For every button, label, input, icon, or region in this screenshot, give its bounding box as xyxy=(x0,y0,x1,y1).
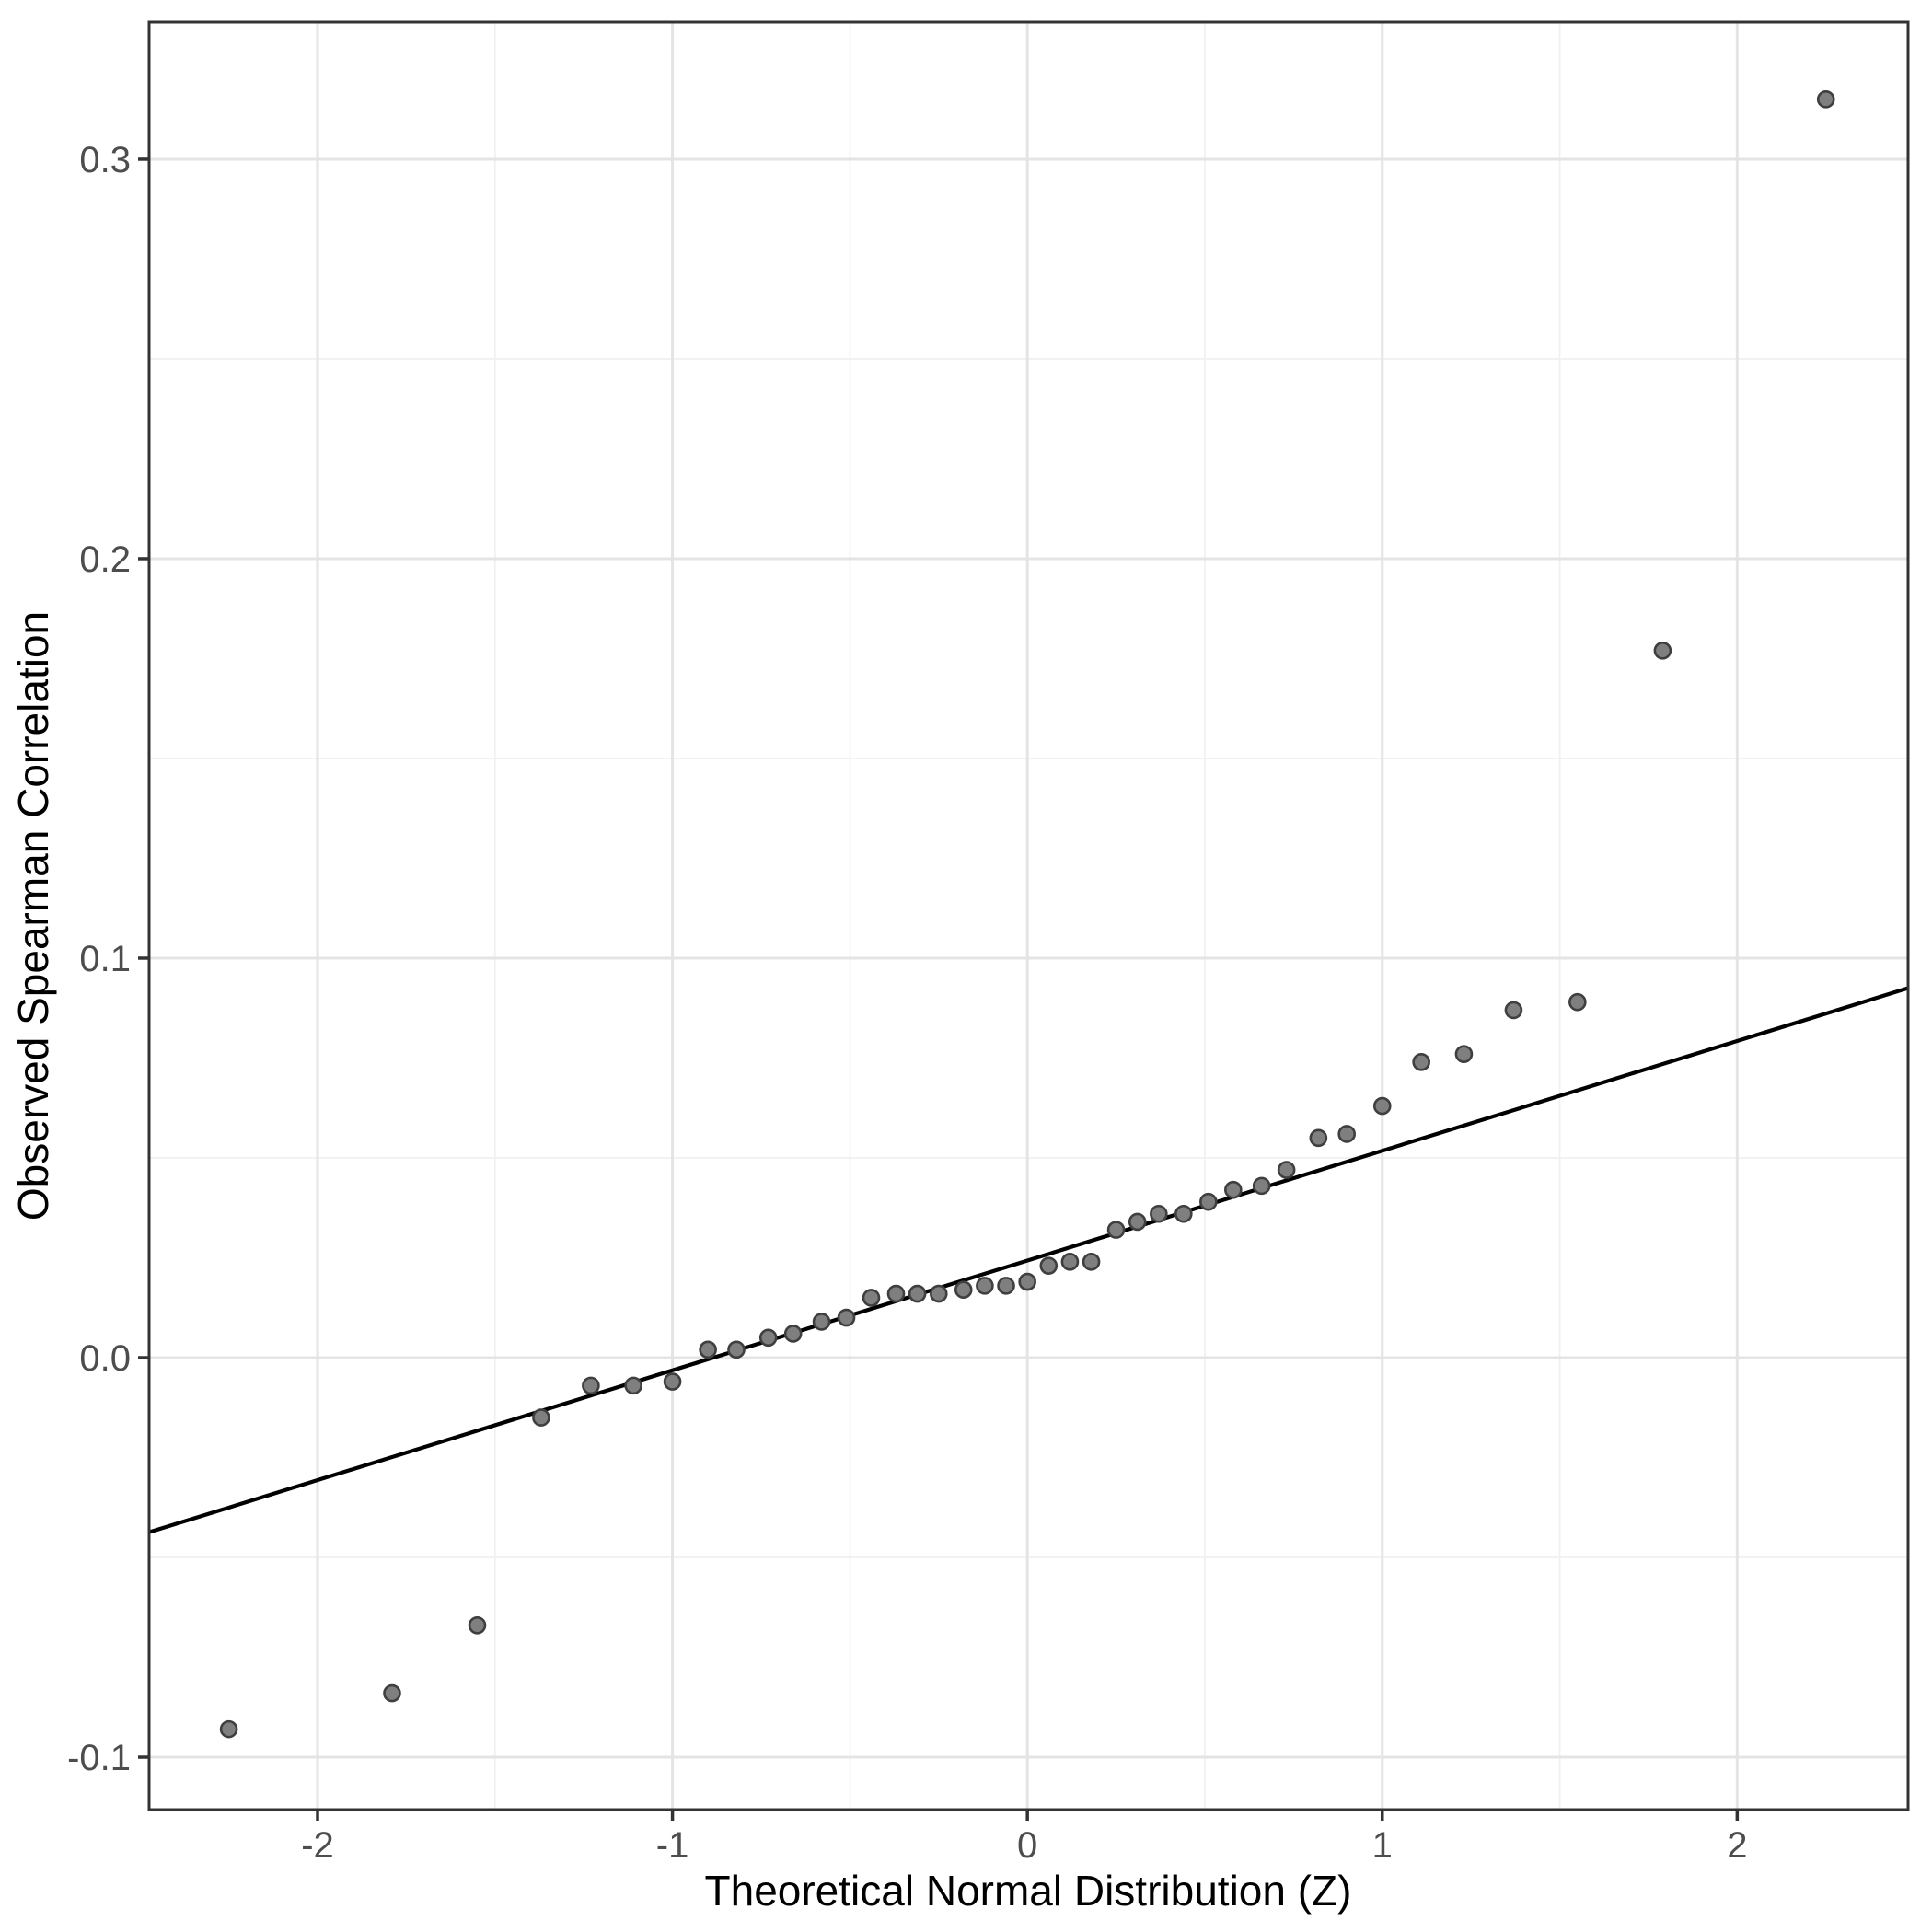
data-point xyxy=(663,1372,682,1391)
data-point xyxy=(582,1376,600,1395)
data-point xyxy=(1060,1253,1080,1271)
axis-tick-labels: -2 -1 0 1 2 -0.1 0.0 0.1 0.2 0.3 xyxy=(67,140,1747,1866)
data-point xyxy=(758,1328,778,1348)
data-point xyxy=(1106,1221,1126,1239)
data-point xyxy=(886,1284,906,1303)
data-point xyxy=(1039,1256,1059,1275)
data-point xyxy=(699,1340,717,1359)
data-point xyxy=(908,1284,927,1303)
data-point xyxy=(624,1376,642,1395)
data-point xyxy=(1252,1176,1271,1196)
x-tick-label: 1 xyxy=(1372,1825,1393,1866)
data-point xyxy=(1412,1053,1430,1071)
data-point xyxy=(954,1280,973,1300)
data-point xyxy=(1337,1125,1356,1143)
gridlines-major xyxy=(149,22,1908,1810)
data-point xyxy=(1816,90,1835,109)
data-point xyxy=(1150,1204,1168,1223)
data-point xyxy=(1174,1204,1193,1223)
data-point xyxy=(1277,1161,1296,1179)
y-tick-label: -0.1 xyxy=(67,1738,131,1778)
y-axis-title: Observed Spearman Correlation xyxy=(9,611,57,1221)
y-tick-label: 0.3 xyxy=(79,140,131,180)
data-point xyxy=(1372,1096,1392,1116)
data-point xyxy=(997,1277,1015,1295)
y-tick-label: 0.1 xyxy=(79,939,131,979)
x-tick-label: -2 xyxy=(301,1825,334,1866)
data-point xyxy=(1082,1253,1101,1271)
data-point xyxy=(812,1313,831,1331)
x-axis-title: Theoretical Normal Distribution (Z) xyxy=(705,1867,1352,1915)
data-point xyxy=(862,1289,881,1307)
data-point xyxy=(976,1277,994,1295)
data-point xyxy=(727,1340,746,1359)
data-point xyxy=(1199,1192,1218,1211)
data-point xyxy=(468,1615,487,1635)
x-tick-label: 0 xyxy=(1017,1825,1037,1866)
y-tick-label: 0.0 xyxy=(79,1338,131,1379)
data-point xyxy=(837,1308,856,1327)
data-point xyxy=(1224,1180,1243,1199)
x-tick-label: -1 xyxy=(656,1825,689,1866)
scatter-points xyxy=(219,90,1835,1739)
axis-tick-marks xyxy=(138,157,1740,1821)
data-point xyxy=(929,1284,948,1303)
data-point xyxy=(1454,1045,1474,1063)
qq-reference-line-group xyxy=(148,986,1909,1534)
data-point xyxy=(532,1408,550,1427)
data-point xyxy=(783,1325,803,1343)
data-point xyxy=(1568,992,1587,1012)
data-point xyxy=(1018,1272,1036,1291)
data-point xyxy=(1504,1001,1523,1020)
data-point xyxy=(1653,641,1672,660)
qq-reference-line xyxy=(148,986,1909,1534)
data-point xyxy=(383,1683,401,1703)
data-point xyxy=(1309,1128,1328,1148)
x-tick-label: 2 xyxy=(1727,1825,1747,1866)
data-point xyxy=(219,1719,238,1739)
y-tick-label: 0.2 xyxy=(79,539,131,580)
data-point xyxy=(1128,1212,1147,1232)
